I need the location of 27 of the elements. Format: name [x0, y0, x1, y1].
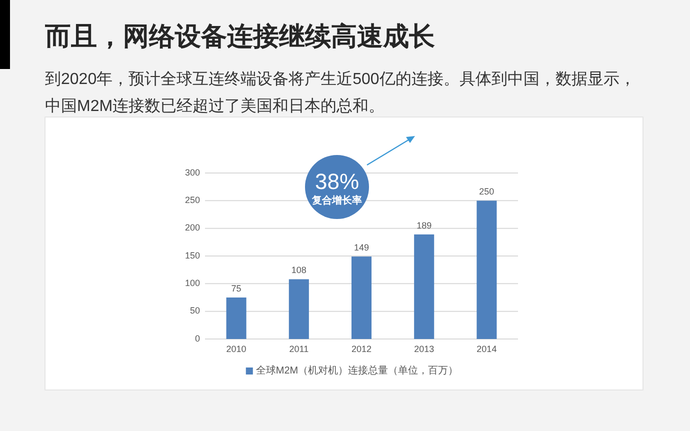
- x-tick-label: 2014: [476, 344, 497, 354]
- bar: [226, 298, 246, 339]
- bar: [476, 200, 497, 339]
- bar: [351, 256, 372, 339]
- y-tick-label: 250: [184, 195, 200, 206]
- x-tick-label: 2012: [351, 344, 372, 354]
- y-tick-label: 300: [184, 167, 200, 178]
- chart-subtitle: 到2020年，预计全球互连终端设备将产生近500亿的连接。具体到中国，数据显示，中国M2M连接数已经超过了美国和日本的总和。: [45, 70, 636, 117]
- y-tick-label: 200: [184, 222, 200, 233]
- chart-title: 而且，网络设备连接继续高速成长: [45, 20, 435, 53]
- y-tick-label: 50: [190, 306, 200, 316]
- x-tick-label: 2010: [226, 344, 246, 354]
- data-label: 149: [354, 242, 370, 253]
- x-tick-label: 2011: [289, 344, 309, 354]
- y-tick-label: 0: [194, 333, 200, 344]
- data-label: 108: [291, 265, 306, 276]
- data-label: 250: [479, 186, 494, 197]
- y-tick-label: 100: [184, 278, 200, 288]
- bar: [414, 234, 434, 339]
- y-tick-label: 150: [184, 250, 200, 260]
- data-label: 189: [416, 220, 432, 230]
- x-tick-label: 2013: [414, 344, 434, 354]
- data-label: 75: [231, 284, 242, 294]
- annotation: 38%: [314, 168, 360, 194]
- annotation: 复合增长率: [311, 194, 362, 207]
- legend-label: 全球M2M（机对机）连接总量（单位，百万）: [256, 364, 458, 377]
- bar: [288, 279, 309, 339]
